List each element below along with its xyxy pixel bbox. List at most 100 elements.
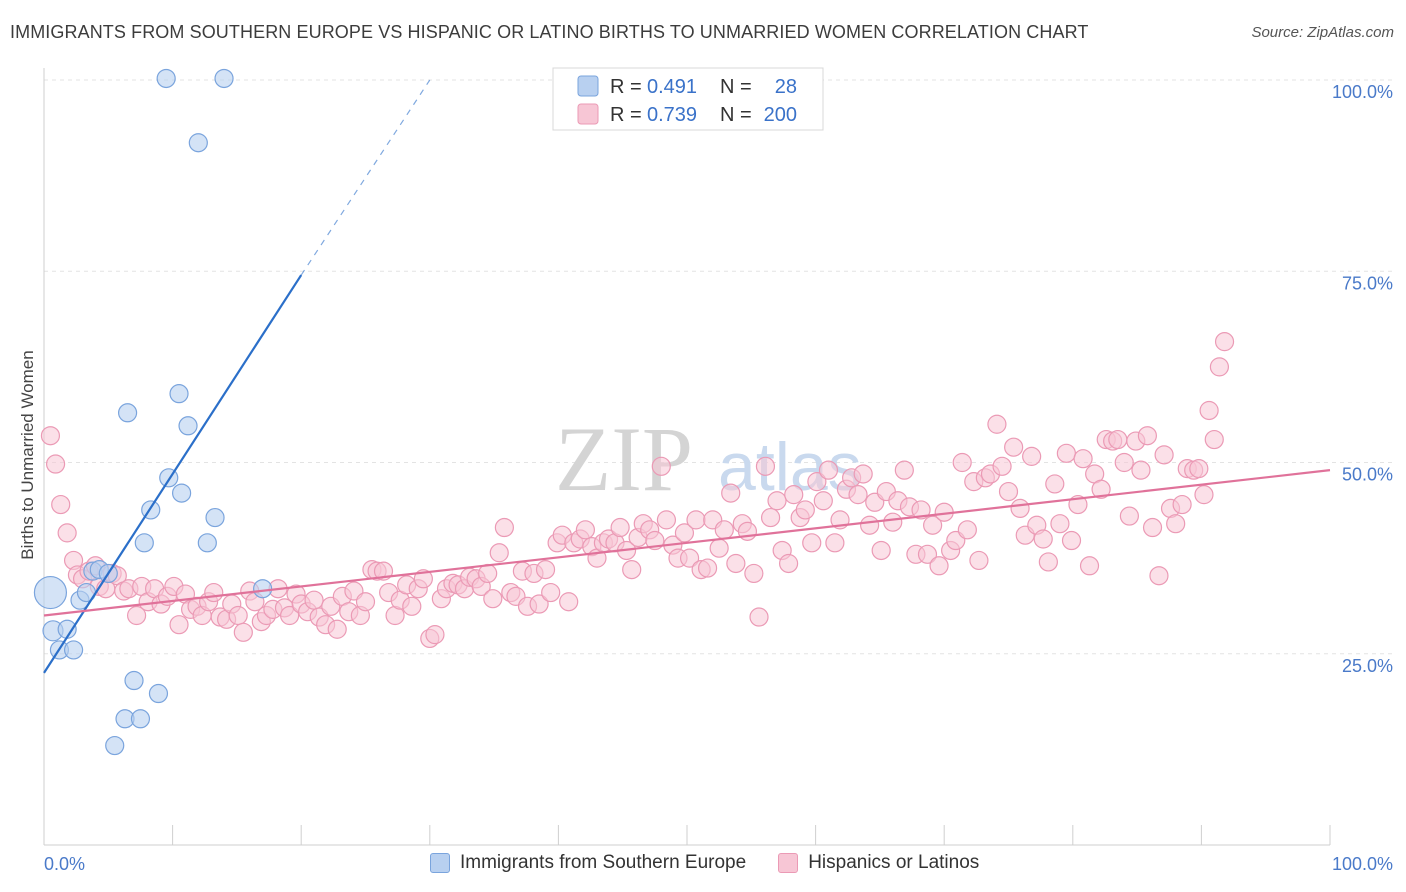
hispanic-point	[1204, 429, 1224, 450]
legend-r-value-1: 0.491	[647, 76, 697, 98]
tick-labels: 25.0% 50.0% 75.0% 100.0% 0.0% 100.0%	[44, 82, 1393, 874]
hispanic-point	[1114, 452, 1134, 473]
hispanic-point	[489, 543, 509, 563]
hispanic-point	[721, 483, 741, 503]
legend-r-label-1: R =	[610, 76, 642, 98]
hispanic-point	[674, 523, 695, 543]
hispanic-point	[1194, 485, 1214, 505]
hispanic-point	[802, 533, 822, 553]
hispanic-point	[848, 485, 868, 505]
hispanic-point	[425, 625, 445, 645]
southern-europe-point	[197, 533, 217, 553]
y-tick-label-100: 100.0%	[1332, 82, 1393, 102]
hispanic-point	[559, 592, 579, 612]
hispanic-point	[656, 510, 677, 530]
y-tick-label-75: 75.0%	[1342, 273, 1393, 293]
hispanic-point	[992, 456, 1012, 476]
hispanic-point	[1038, 552, 1058, 572]
chart-title: IMMIGRANTS FROM SOUTHERN EUROPE VS HISPA…	[10, 22, 1089, 42]
hispanic-point	[1033, 529, 1053, 549]
legend-r-value-2: 0.739	[647, 104, 697, 126]
southern-europe-point	[188, 133, 208, 153]
bottom-legend-item-southern-europe: Immigrants from Southern Europe	[430, 852, 746, 874]
hispanic-point	[807, 472, 827, 492]
hispanic-point	[413, 569, 433, 589]
hispanic-point	[1199, 400, 1219, 421]
southern-europe-point	[117, 403, 138, 423]
hispanic-point	[911, 500, 931, 520]
hispanic-point	[998, 481, 1019, 502]
southern-europe-point	[134, 533, 154, 553]
watermark-zip: ZIP	[555, 408, 693, 510]
hispanic-point	[126, 605, 147, 626]
legend-n-label-1: N =	[720, 76, 752, 98]
southern-europe-point	[253, 579, 273, 599]
legend-n-value-2: 200	[764, 104, 797, 126]
hispanic-point	[57, 523, 77, 543]
hispanic-point	[697, 558, 718, 578]
southern-europe-point	[124, 670, 144, 691]
hispanic-point	[355, 592, 376, 612]
bottom-legend-swatch-pink	[778, 853, 799, 873]
watermark: ZIP atlas	[555, 408, 862, 510]
hispanic-point	[987, 414, 1007, 434]
hispanic-point	[1010, 498, 1030, 518]
hispanic-point	[1079, 556, 1100, 576]
hispanic-point	[1166, 514, 1186, 534]
hispanic-point	[483, 589, 503, 609]
hispanic-point	[1172, 494, 1192, 515]
hispanic-point	[1061, 530, 1082, 551]
legend-n-value-1: 28	[775, 76, 797, 98]
hispanic-point	[1189, 459, 1209, 479]
source-label: Source: ZipAtlas.com	[1251, 24, 1394, 41]
hispanic-point	[784, 485, 804, 505]
hispanic-point	[1154, 445, 1174, 465]
hispanic-point	[957, 520, 977, 540]
hispanic-point	[541, 582, 561, 603]
hispanic-point	[795, 500, 815, 520]
hispanic-point	[51, 494, 71, 515]
hispanic-point	[1149, 566, 1169, 586]
hispanic-point	[825, 533, 845, 553]
axes	[43, 68, 1331, 846]
legend: R = 0.491 N = 28 R = 0.739 N = 200	[552, 67, 824, 131]
bottom-legend-swatch-blue	[430, 853, 450, 873]
bottom-legend-label-southern-europe: Immigrants from Southern Europe	[460, 852, 747, 873]
hispanic-point	[749, 607, 769, 627]
hispanic-point	[204, 582, 224, 603]
hispanic-point	[304, 590, 324, 610]
hispanic-point	[535, 559, 556, 580]
hispanic-point	[894, 460, 914, 480]
hispanic-point	[853, 464, 873, 484]
hispanic-point	[726, 553, 746, 574]
hispanic-point	[778, 553, 799, 574]
hispanic-point	[233, 622, 253, 642]
hispanic-series	[40, 332, 1235, 649]
hispanic-point	[709, 538, 729, 558]
hispanic-point	[860, 515, 880, 535]
legend-swatch-pink	[577, 103, 599, 125]
hispanic-point	[529, 594, 549, 614]
hispanic-point	[1142, 517, 1163, 538]
southern-europe-point	[172, 483, 192, 503]
hispanic-point	[1056, 443, 1076, 463]
hispanic-point	[1050, 514, 1070, 534]
bottom-legend-label-hispanic: Hispanics or Latinos	[808, 852, 980, 873]
hispanic-point	[744, 563, 764, 584]
southern-europe-point	[33, 575, 68, 610]
trend-lines	[43, 79, 1331, 674]
hispanic-point	[929, 556, 949, 576]
hispanic-point	[714, 520, 734, 540]
hispanic-point	[169, 615, 189, 635]
x-tick-label-max: 100.0%	[1332, 854, 1393, 874]
hispanic-point	[651, 456, 671, 476]
hispanic-point	[327, 619, 347, 639]
southern-europe-point	[205, 507, 225, 528]
southern-europe-point	[130, 709, 151, 729]
hispanic-point	[923, 515, 943, 535]
legend-r-label-2: R =	[610, 104, 642, 126]
hispanic-point	[1073, 449, 1093, 469]
hispanic-point	[818, 460, 839, 480]
legend-n-label-2: N =	[720, 104, 752, 126]
hispanic-point	[610, 517, 630, 538]
